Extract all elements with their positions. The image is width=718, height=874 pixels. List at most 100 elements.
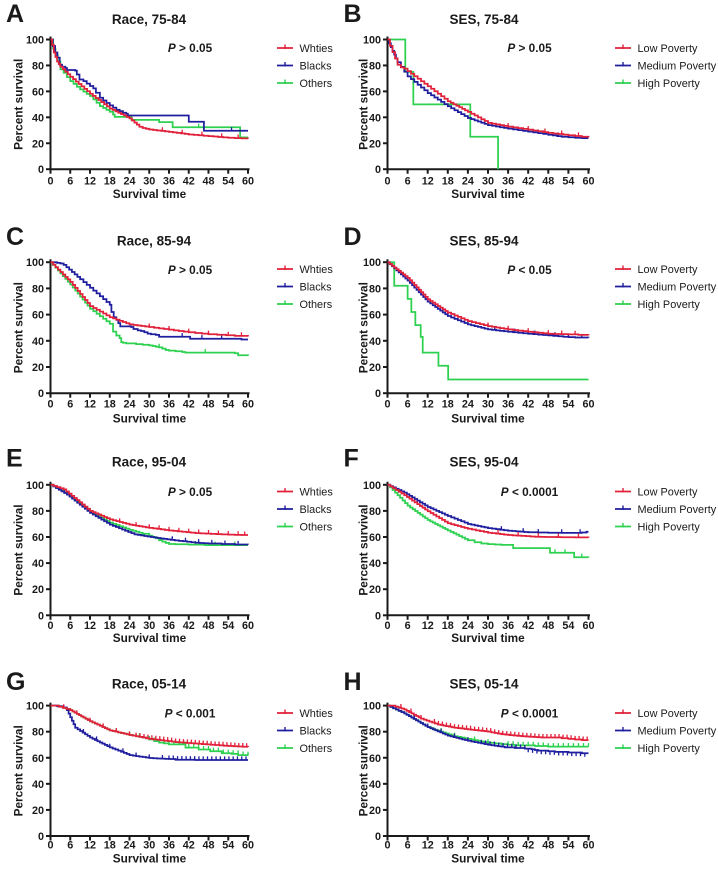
svg-text:24: 24 (462, 620, 474, 632)
svg-text:SES, 95-04: SES, 95-04 (449, 455, 519, 470)
svg-text:36: 36 (502, 839, 514, 851)
svg-text:36: 36 (163, 399, 175, 411)
svg-text:40: 40 (32, 558, 44, 570)
svg-text:30: 30 (143, 399, 155, 411)
svg-text:Survival time: Survival time (113, 411, 187, 425)
svg-text:20: 20 (369, 584, 381, 596)
svg-text:60: 60 (582, 839, 594, 851)
svg-text:20: 20 (32, 138, 44, 150)
svg-text:60: 60 (582, 620, 594, 632)
svg-text:60: 60 (582, 175, 594, 187)
svg-text:18: 18 (104, 839, 116, 851)
svg-text:H: H (344, 668, 362, 696)
svg-text:Percent survival: Percent survival (12, 282, 26, 373)
svg-text:60: 60 (242, 175, 254, 187)
svg-text:60: 60 (32, 86, 44, 98)
svg-text:18: 18 (104, 620, 116, 632)
svg-text:Percent survival: Percent survival (12, 59, 26, 150)
svg-text:60: 60 (369, 310, 381, 322)
svg-text:F: F (344, 445, 359, 473)
svg-text:Whties: Whties (300, 264, 334, 276)
svg-text:60: 60 (32, 310, 44, 322)
svg-text:SES, 85-94: SES, 85-94 (449, 234, 519, 249)
svg-text:Survival time: Survival time (451, 187, 525, 201)
svg-text:18: 18 (442, 839, 454, 851)
svg-text:Medium Poverty: Medium Poverty (638, 282, 717, 294)
svg-text:0: 0 (38, 610, 44, 622)
svg-text:Blacks: Blacks (300, 61, 333, 73)
svg-text:A: A (6, 0, 24, 28)
svg-text:0: 0 (38, 164, 44, 176)
svg-text:12: 12 (84, 839, 96, 851)
svg-text:100: 100 (26, 701, 44, 713)
svg-text:48: 48 (202, 620, 214, 632)
svg-text:36: 36 (502, 399, 514, 411)
svg-text:Race, 75-84: Race, 75-84 (112, 12, 187, 27)
svg-text:42: 42 (522, 399, 534, 411)
svg-text:P < 0.0001: P < 0.0001 (501, 707, 559, 721)
svg-text:0: 0 (375, 388, 381, 400)
svg-text:Medium Poverty: Medium Poverty (638, 61, 717, 73)
svg-text:100: 100 (363, 35, 381, 47)
svg-text:High Poverty: High Poverty (638, 299, 701, 311)
svg-text:54: 54 (562, 175, 574, 187)
svg-text:80: 80 (32, 506, 44, 518)
svg-text:40: 40 (369, 779, 381, 791)
svg-text:High Poverty: High Poverty (638, 522, 701, 534)
svg-text:42: 42 (183, 399, 195, 411)
svg-text:Others: Others (300, 743, 333, 755)
svg-text:P > 0.05: P > 0.05 (168, 485, 213, 499)
svg-text:Race, 95-04: Race, 95-04 (112, 455, 187, 470)
svg-text:Low Poverty: Low Poverty (638, 264, 698, 276)
svg-text:30: 30 (482, 399, 494, 411)
svg-text:Others: Others (300, 78, 333, 90)
svg-text:60: 60 (32, 753, 44, 765)
svg-text:18: 18 (442, 175, 454, 187)
svg-text:Whties: Whties (300, 708, 334, 720)
svg-text:24: 24 (123, 620, 135, 632)
svg-text:Percent survival: Percent survival (357, 59, 371, 150)
svg-text:12: 12 (422, 175, 434, 187)
svg-text:Whties: Whties (300, 487, 334, 499)
svg-text:P > 0.05: P > 0.05 (168, 263, 213, 277)
svg-text:54: 54 (222, 399, 234, 411)
svg-text:40: 40 (32, 336, 44, 348)
svg-text:100: 100 (26, 35, 44, 47)
svg-text:Medium Poverty: Medium Poverty (638, 504, 717, 516)
svg-text:30: 30 (143, 620, 155, 632)
svg-text:D: D (344, 223, 362, 251)
svg-text:Whties: Whties (300, 43, 334, 55)
svg-text:30: 30 (482, 620, 494, 632)
svg-text:0: 0 (384, 839, 390, 851)
svg-text:18: 18 (442, 399, 454, 411)
svg-text:Low Poverty: Low Poverty (638, 487, 698, 499)
svg-text:24: 24 (123, 175, 135, 187)
svg-text:0: 0 (384, 399, 390, 411)
svg-text:100: 100 (363, 701, 381, 713)
svg-text:80: 80 (369, 727, 381, 739)
svg-text:Percent survival: Percent survival (12, 504, 26, 595)
svg-text:48: 48 (202, 839, 214, 851)
svg-text:0: 0 (47, 175, 53, 187)
svg-text:0: 0 (384, 175, 390, 187)
svg-text:60: 60 (369, 753, 381, 765)
svg-text:30: 30 (482, 175, 494, 187)
svg-text:54: 54 (222, 620, 234, 632)
svg-text:48: 48 (202, 399, 214, 411)
svg-text:40: 40 (369, 112, 381, 124)
svg-text:Blacks: Blacks (300, 282, 333, 294)
svg-text:30: 30 (143, 839, 155, 851)
svg-text:SES, 05-14: SES, 05-14 (449, 677, 519, 692)
svg-text:40: 40 (369, 336, 381, 348)
svg-text:6: 6 (67, 399, 73, 411)
svg-text:0: 0 (38, 388, 44, 400)
svg-text:Others: Others (300, 299, 333, 311)
svg-text:54: 54 (562, 839, 574, 851)
svg-text:0: 0 (47, 399, 53, 411)
svg-text:30: 30 (482, 839, 494, 851)
svg-text:P < 0.001: P < 0.001 (165, 707, 216, 721)
svg-text:60: 60 (32, 532, 44, 544)
svg-text:0: 0 (47, 620, 53, 632)
svg-text:42: 42 (522, 620, 534, 632)
svg-text:40: 40 (32, 112, 44, 124)
